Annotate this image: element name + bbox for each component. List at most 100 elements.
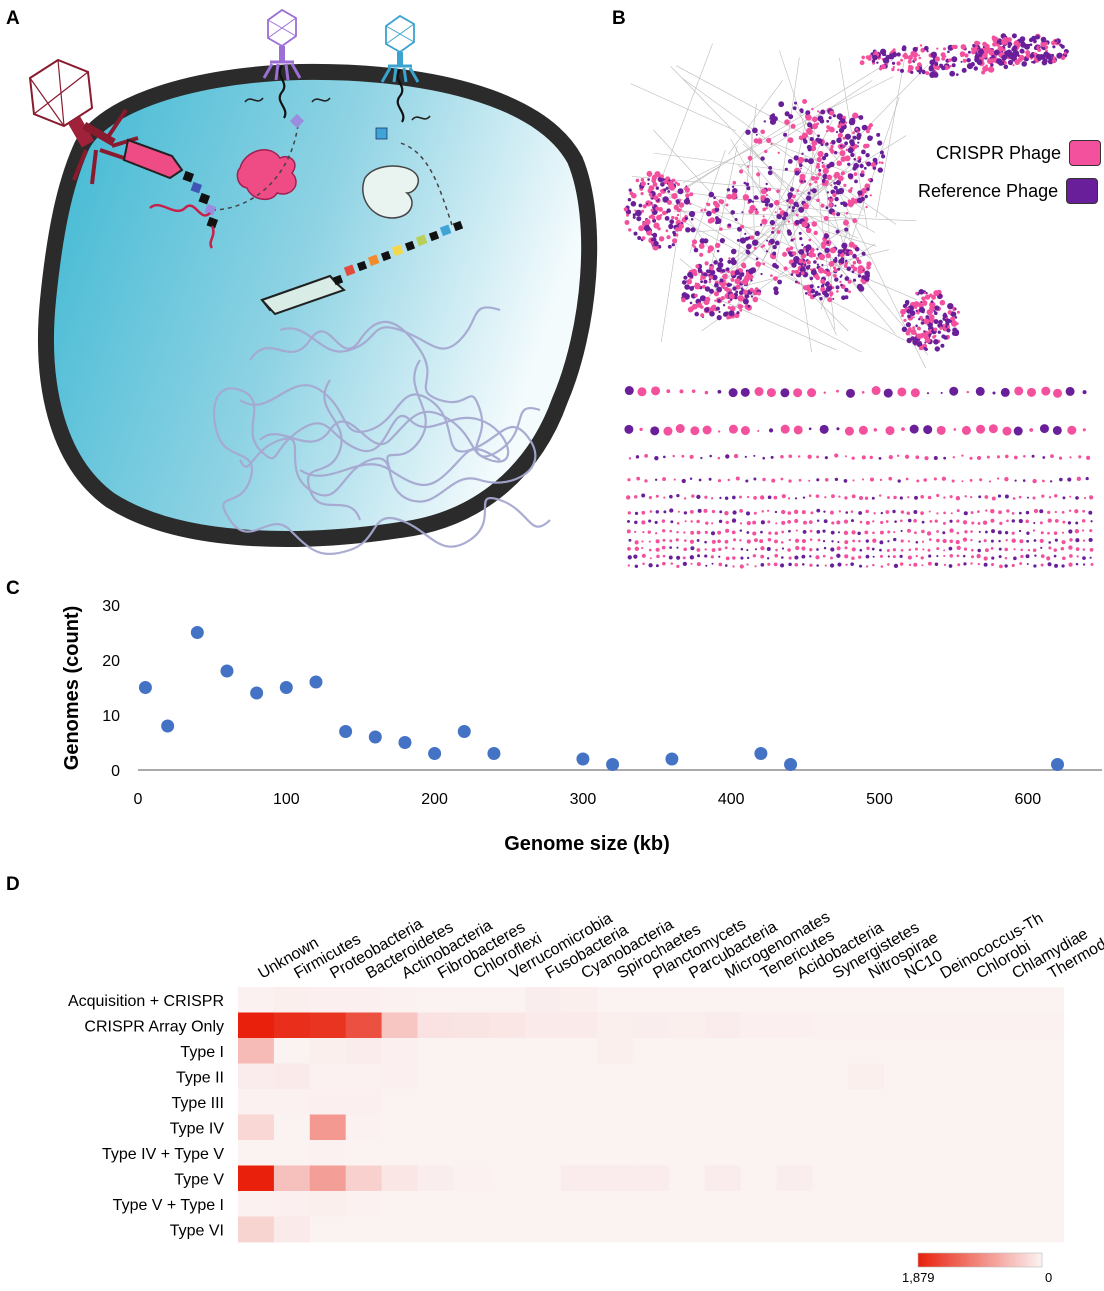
crispr-array: [260, 220, 464, 316]
scatter-point: [665, 752, 679, 766]
heatmap-cell: [848, 1140, 885, 1166]
heatmap-cell: [381, 1012, 418, 1039]
heatmap-cell: [309, 1089, 347, 1115]
y-tick-label: 0: [111, 763, 120, 780]
heatmap-row-label: Type II: [176, 1069, 224, 1086]
scatter-point: [428, 747, 442, 760]
heatmap-cell: [848, 1191, 885, 1217]
heatmap-cell: [668, 987, 706, 1013]
scatter-point: [368, 730, 382, 744]
heatmap-cell: [345, 987, 382, 1013]
heatmap-cell: [381, 1191, 418, 1217]
heatmap-cell: [238, 1063, 275, 1090]
scatter-point: [457, 725, 471, 738]
heatmap-cell: [812, 1063, 849, 1090]
heatmap-cell: [704, 1089, 741, 1115]
heatmap-cell: [991, 1191, 1029, 1217]
infecting-phage: [28, 58, 219, 249]
heatmap-cell: [848, 1165, 885, 1192]
heatmap-row-label: Acquisition + CRISPR: [68, 993, 224, 1010]
heatmap-cell: [812, 1089, 849, 1115]
heatmap-cell: [668, 1216, 706, 1243]
heatmap-cell: [525, 1012, 562, 1039]
heatmap-cell: [345, 1089, 382, 1115]
panel-a-letter: A: [6, 8, 20, 29]
heatmap-cell: [884, 1114, 921, 1141]
heatmap-cell: [525, 1216, 562, 1243]
heatmap-cell: [238, 1012, 275, 1039]
heatmap-cell: [704, 1063, 741, 1090]
panel-d-letter: D: [6, 874, 20, 895]
scatter-point: [487, 747, 501, 760]
heatmap-cell: [884, 1063, 921, 1090]
heatmap-row-label: CRISPR Array Only: [84, 1018, 224, 1035]
heatmap-cell: [848, 1089, 885, 1115]
heatmap-cell: [776, 1089, 813, 1115]
heatmap-cell: [668, 1063, 706, 1090]
heatmap-cell: [920, 987, 957, 1013]
heatmap-cell: [884, 1038, 921, 1064]
heatmap-cell: [920, 1038, 957, 1064]
heatmap-cell: [561, 1140, 598, 1166]
heatmap-cell: [920, 1063, 957, 1090]
heatmap-cell: [238, 1089, 275, 1115]
heatmap-cell: [848, 1063, 885, 1090]
scatter-point: [161, 719, 175, 733]
heatmap-cell: [489, 1038, 526, 1064]
heatmap-cell: [597, 1165, 634, 1192]
legend-reference-swatch: [1066, 178, 1099, 204]
heatmap-cell: [309, 1063, 347, 1090]
heatmap-cell: [345, 1012, 382, 1039]
purple-phage: [244, 8, 331, 129]
heatmap-cell: [309, 1038, 347, 1064]
heatmap-cell: [309, 1191, 347, 1217]
heatmap-cell: [848, 1114, 885, 1141]
color-scale-min-label: 0: [1045, 1270, 1052, 1285]
x-tick-label: 600: [1014, 791, 1041, 808]
heatmap-cell: [417, 1012, 454, 1039]
heatmap-cell: [991, 987, 1029, 1013]
scatter-point: [309, 675, 323, 689]
heatmap-cell: [417, 1063, 454, 1090]
heatmap-cell: [489, 1063, 526, 1090]
heatmap-cell: [273, 1063, 311, 1090]
heatmap-cell: [991, 1140, 1029, 1166]
heatmap-cell: [668, 1114, 706, 1141]
heatmap-cell: [309, 1165, 347, 1192]
scatter-point: [250, 686, 264, 700]
crispr-heatmap: 1,879 0 Acquisition + CRISPR CRISPR Array…: [68, 909, 1104, 1285]
heatmap-cell: [704, 1216, 741, 1243]
heatmap-cell: [991, 1012, 1029, 1039]
heatmap-cell: [1027, 1038, 1065, 1064]
heatmap-cell: [417, 1165, 454, 1192]
heatmap-cell: [632, 1165, 670, 1192]
x-tick-label: 300: [570, 791, 597, 808]
heatmap-cell: [884, 1191, 921, 1217]
network-nodes: [623, 33, 1094, 569]
heatmap-cell: [776, 1063, 813, 1090]
heatmap-cell: [489, 987, 526, 1013]
cas-protein-outline: [362, 165, 419, 219]
heatmap-cell: [668, 1165, 706, 1192]
heatmap-cell: [238, 1038, 275, 1064]
heatmap-cell: [1027, 1191, 1065, 1217]
heatmap-cell: [991, 1089, 1029, 1115]
heatmap-cell: [956, 1191, 993, 1217]
heatmap-cell: [632, 1012, 670, 1039]
panel-c-letter: C: [6, 578, 20, 599]
blue-phage: [375, 14, 431, 140]
heatmap-cell: [381, 1140, 418, 1166]
heatmap-row-label: Type I: [180, 1044, 224, 1061]
heatmap-cell: [453, 987, 490, 1013]
legend-reference-phage: Reference Phage: [918, 178, 1099, 204]
heatmap-cell: [273, 1089, 311, 1115]
heatmap-cell: [273, 1140, 311, 1166]
heatmap-cell: [273, 1216, 311, 1243]
heatmap-cell: [525, 1165, 562, 1192]
x-tick-label: 400: [718, 791, 745, 808]
heatmap-cell: [1027, 1140, 1065, 1166]
heatmap-cell: [740, 1216, 777, 1243]
heatmap-cell: [632, 1216, 670, 1243]
heatmap-cell: [309, 1140, 347, 1166]
heatmap-cell: [597, 1191, 634, 1217]
